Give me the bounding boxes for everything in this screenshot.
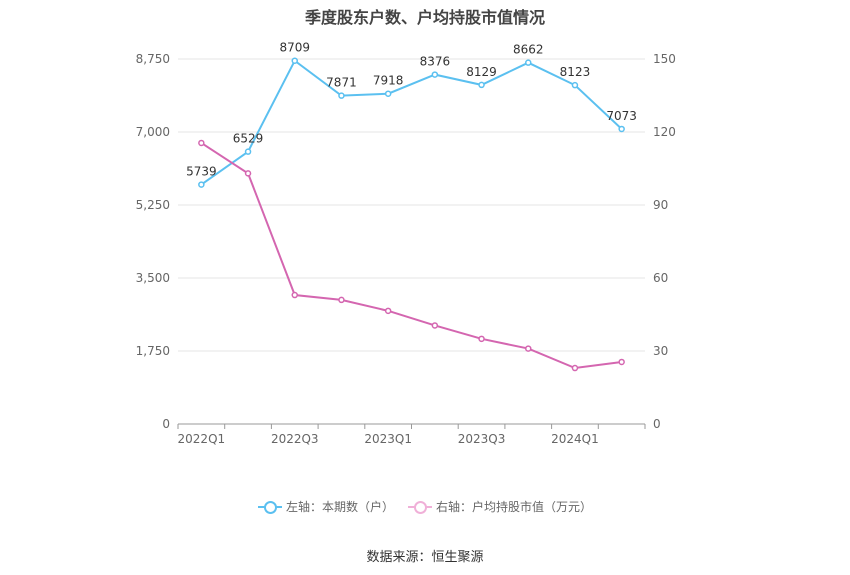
data-point-avg-value (431, 322, 439, 329)
data-labels: 5739 6529 8709 7871 7918 8376 8129 8662 8123 7073 (186, 41, 637, 179)
y-left-tick-label: 3,500 (136, 271, 170, 285)
y-right-tick-label: 90 (653, 198, 668, 212)
x-tick-label: 2023Q3 (458, 432, 506, 446)
chart-title: 季度股东户数、户均持股市值情况 (304, 8, 545, 27)
y-left-tick-label: 1,750 (136, 344, 170, 358)
x-tick-label: 2022Q3 (271, 432, 319, 446)
series-line-avg-value (200, 142, 622, 370)
series (198, 57, 625, 372)
data-point-avg-value (291, 291, 298, 299)
data-point-shareholders (384, 90, 392, 97)
data-label: 8123 (560, 65, 591, 79)
data-point-avg-value (618, 358, 625, 366)
data-point-avg-value (338, 296, 345, 304)
y-right-tick-label: 120 (653, 125, 676, 139)
data-point-shareholders (198, 181, 205, 188)
data-point-shareholders (431, 71, 439, 78)
data-point-shareholders (338, 92, 345, 99)
y-left-tick-label: 0 (162, 417, 170, 431)
data-point-avg-value (244, 170, 252, 177)
legend-item-left-axis[interactable]: 左轴：本期数（户） (258, 498, 394, 515)
data-point-avg-value (198, 139, 205, 147)
data-label: 7073 (606, 109, 637, 123)
data-point-avg-value (384, 307, 392, 315)
data-point-avg-value (571, 364, 579, 372)
y-left-tick-label: 7,000 (136, 125, 170, 139)
data-point-shareholders (525, 59, 532, 66)
data-label: 7871 (326, 76, 357, 90)
legend-item-right-axis[interactable]: 右轴：户均持股市值（万元） (408, 498, 592, 515)
series-line-shareholders (200, 59, 623, 186)
y-right-tick-label: 30 (653, 344, 668, 358)
data-label: 8662 (513, 43, 544, 57)
legend-label-left: 左轴：本期数（户） (286, 500, 395, 514)
y-right-tick-label: 150 (653, 52, 676, 66)
x-tick-label: 2023Q1 (364, 432, 412, 446)
legend-swatch-blue (258, 500, 282, 514)
data-label: 5739 (186, 165, 217, 179)
data-label: 6529 (233, 132, 264, 146)
data-point-shareholders (478, 81, 485, 89)
legend-swatch-pink (408, 500, 432, 514)
y-left-tick-label: 8,750 (136, 52, 170, 66)
data-point-avg-value (525, 345, 532, 352)
y-right-tick-label: 0 (653, 417, 661, 431)
data-label: 8709 (279, 41, 310, 55)
data-point-shareholders (291, 57, 298, 64)
axes: 0 1,750 3,500 5,250 7,000 8,750 0 30 60 90 120 150 2… (136, 52, 676, 446)
legend: 左轴：本期数（户） 右轴：户均持股市值（万元） (0, 498, 850, 518)
data-point-shareholders (244, 148, 252, 155)
y-left-tick-label: 5,250 (136, 198, 170, 212)
x-tick-label: 2022Q1 (178, 432, 226, 446)
data-point-shareholders (618, 125, 625, 133)
data-label: 7918 (373, 74, 404, 88)
data-source: 数据来源：恒生聚源 (366, 550, 484, 565)
legend-label-right: 右轴：户均持股市值（万元） (436, 500, 593, 514)
data-label: 8129 (466, 65, 497, 79)
x-tick-label: 2024Q1 (551, 432, 599, 446)
data-label: 8376 (420, 55, 451, 69)
data-point-avg-value (478, 335, 485, 343)
data-point-shareholders (571, 81, 579, 89)
y-right-tick-label: 60 (653, 271, 668, 285)
